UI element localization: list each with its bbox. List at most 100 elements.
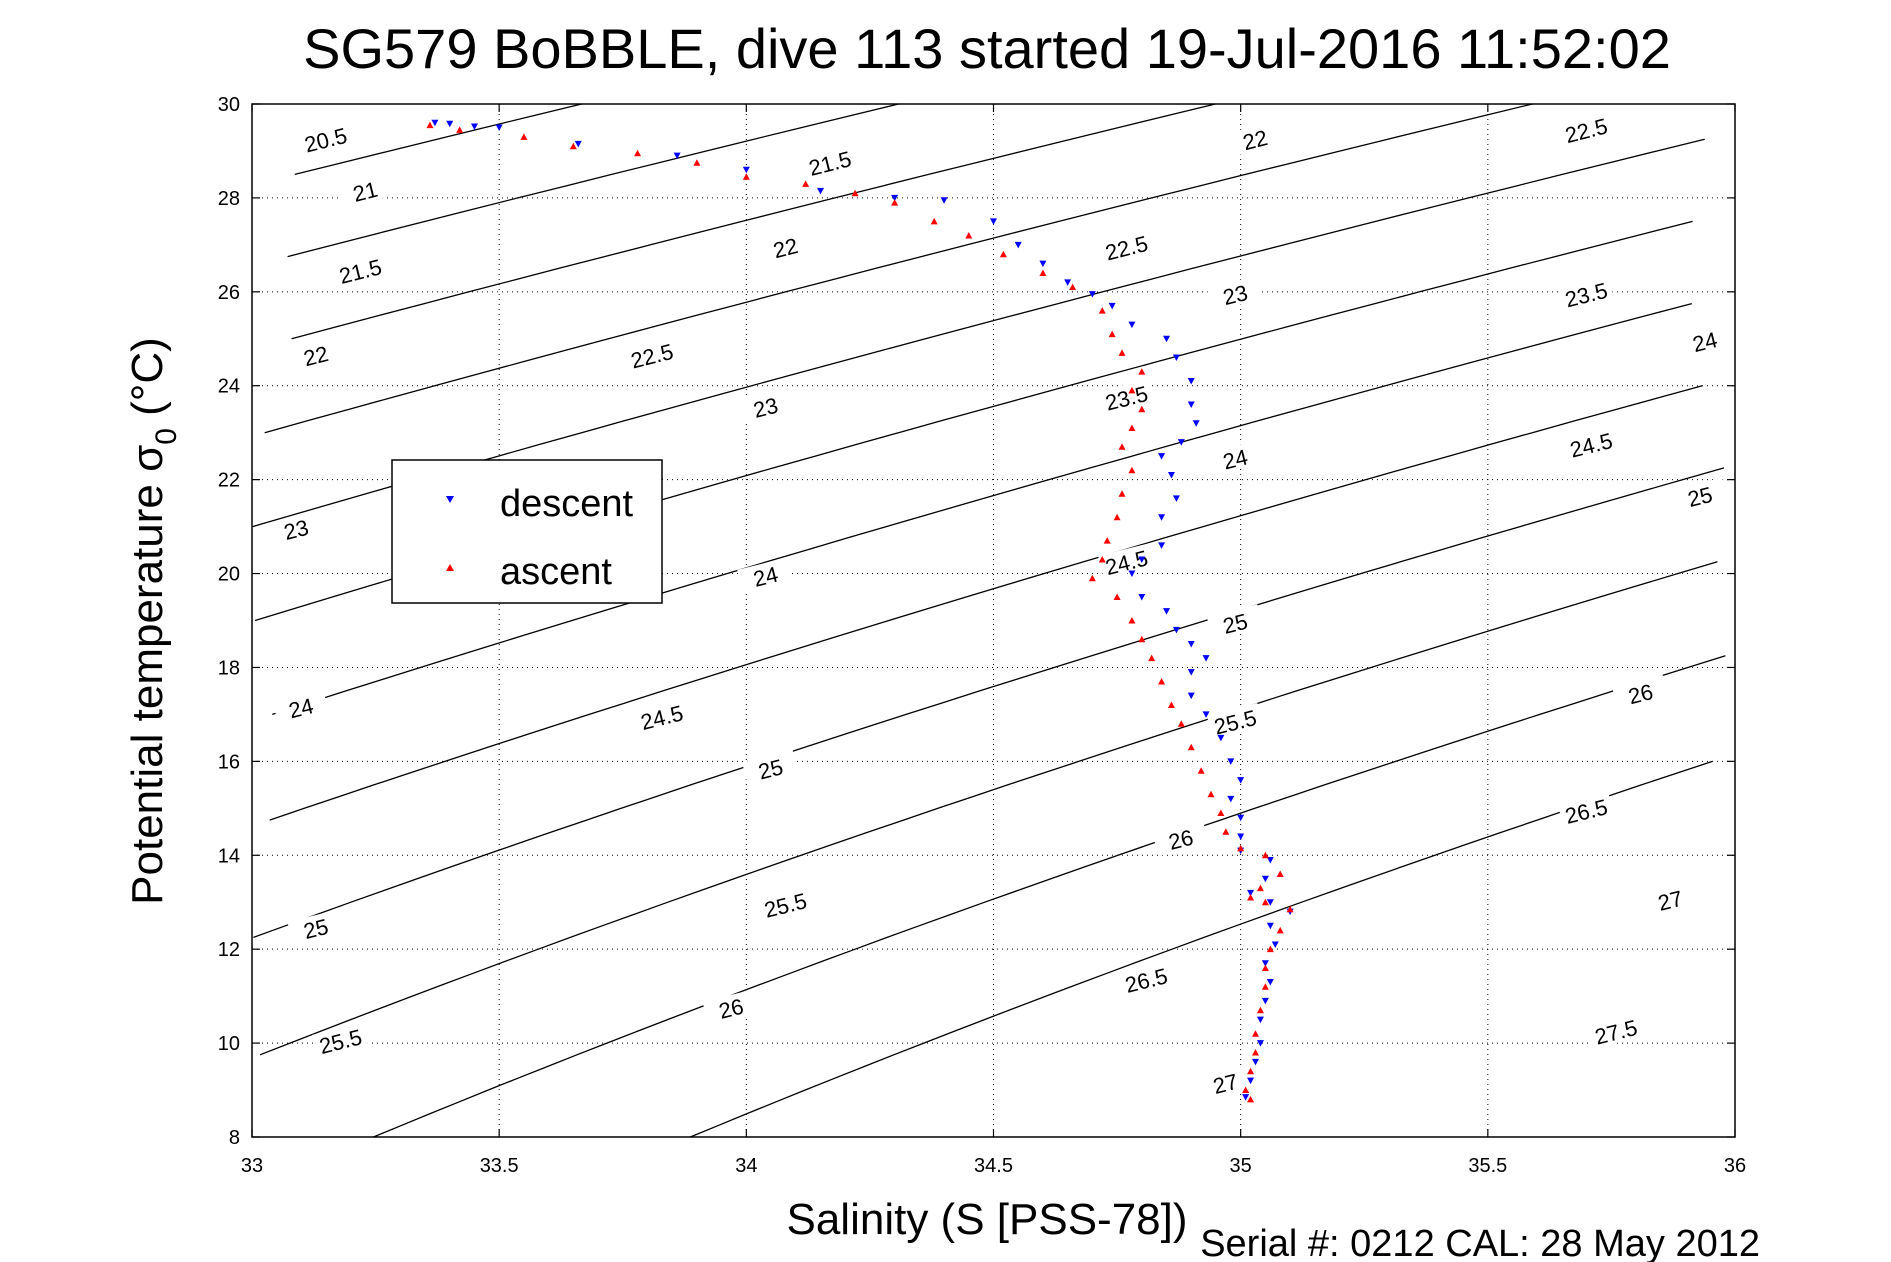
y-tick-label: 18 [218, 657, 240, 679]
descent-point [1266, 856, 1274, 864]
y-axis-label: Potential temperature σ0 (°C) [123, 337, 183, 905]
descent-point [1187, 669, 1195, 676]
grid-lines [252, 104, 1735, 1137]
contour-label-text: 25 [756, 754, 786, 784]
contour-label-background [1098, 378, 1155, 415]
descent-point [940, 197, 948, 204]
descent-point [495, 124, 503, 131]
contour-label-text: 25 [301, 914, 331, 944]
descent-point [1039, 260, 1047, 268]
ascent-point [1118, 490, 1126, 497]
contour-label: 25 [1671, 477, 1728, 514]
contour-label-background [1196, 1064, 1254, 1101]
contour-label: 21.5 [801, 144, 858, 181]
ascent-point [1158, 678, 1166, 685]
contour-label-background [272, 688, 329, 725]
y-tick-label: 26 [218, 282, 240, 304]
descent-point [1167, 471, 1175, 479]
contour-label: 24 [1676, 322, 1733, 359]
descent-point [990, 218, 997, 225]
contour-label-text: 22 [1240, 125, 1270, 155]
descent-point [1202, 711, 1210, 718]
ascent-point [1098, 307, 1106, 314]
descent-point [1251, 1058, 1259, 1066]
contour-label: 24 [1206, 440, 1264, 476]
ascent-point [1266, 945, 1274, 953]
ascent-point [1128, 617, 1136, 624]
contour-label-background [1612, 674, 1669, 711]
contour-label-text: 22 [301, 341, 331, 371]
ascent-point [1217, 809, 1225, 817]
descent-point [1227, 795, 1235, 803]
descent-point [1128, 321, 1136, 329]
contour-label-background [287, 336, 344, 373]
contour-label-background [742, 749, 799, 786]
ascent-point [1069, 283, 1077, 291]
descent-point [1261, 997, 1269, 1005]
isopycnal-line [287, 103, 899, 258]
contour-label: 25 [742, 749, 799, 786]
ascent-point [569, 142, 577, 150]
ascent-point [1128, 424, 1136, 431]
descent-point [1138, 556, 1146, 563]
y-tick-label: 12 [218, 939, 240, 961]
axis-ticks: 33 33.5 34 34.5 35 35.5 36 8 10 12 14 16 18 20 22 24 26 2… [218, 94, 1746, 1177]
y-tick-label: 8 [229, 1127, 240, 1149]
x-tick-label: 34.5 [974, 1155, 1013, 1177]
ascent-point [1251, 1048, 1259, 1056]
descent-point [1237, 814, 1245, 822]
density-contour-labels: 20.52121.52223242525.521.52222.5232424.5… [267, 111, 1733, 1101]
contour-label: 25 [1206, 604, 1264, 641]
ascent-point [1286, 905, 1294, 913]
descent-point [1266, 899, 1274, 906]
contour-label-background [297, 120, 354, 157]
contour-label-background [1098, 543, 1155, 580]
contour-label-background [801, 144, 858, 181]
contour-label-text: 24 [751, 562, 781, 592]
contour-label-background [1562, 425, 1620, 462]
contour-label: 23 [737, 388, 794, 425]
descent-point [742, 166, 750, 174]
contour-label: 27 [1196, 1064, 1254, 1101]
contour-label-background [1557, 792, 1615, 829]
descent-point [1187, 640, 1195, 648]
ascent-point [1039, 269, 1047, 277]
ascent-series [426, 121, 1294, 1103]
contour-label-background [1152, 820, 1209, 857]
chart-title: SG579 BoBBLE, dive 113 started 19-Jul-20… [303, 17, 1671, 80]
serial-calibration-note: Serial #: 0212 CAL: 28 May 2012 [1200, 1223, 1760, 1262]
contour-label-background [1206, 604, 1264, 641]
ascent-point [1103, 537, 1111, 544]
ascent-point [1138, 405, 1146, 413]
contour-label-text: 25 [1685, 482, 1715, 512]
legend-box [391, 459, 663, 604]
contour-label-text: 24 [1220, 444, 1250, 474]
y-axis-label-subscript: 0 [150, 428, 183, 445]
y-tick-label: 28 [218, 188, 240, 210]
descent-point [673, 152, 681, 160]
contour-label-background [737, 388, 794, 425]
descent-point [1187, 692, 1195, 700]
contour-label: 21 [336, 172, 394, 209]
contour-label-text: 24 [1690, 327, 1720, 357]
contour-label: 27 [1641, 881, 1699, 918]
ascent-point [1276, 926, 1284, 934]
x-tick-label: 35.5 [1468, 1155, 1507, 1177]
x-axis-label: Salinity (S [PSS-78]) [786, 1195, 1187, 1244]
ascent-point [1251, 1030, 1259, 1037]
legend: descent ascent [391, 459, 663, 604]
descent-point [1088, 291, 1096, 298]
ascent-point [1197, 767, 1205, 774]
isopycnal-line [269, 385, 1703, 821]
isopycnal-line [272, 302, 1692, 716]
contour-label-background [633, 698, 690, 735]
descent-point [1138, 594, 1146, 601]
y-tick-label: 24 [218, 376, 240, 398]
contour-label: 23 [1206, 275, 1264, 312]
descent-point [891, 194, 899, 202]
ascent-point [891, 199, 899, 206]
contour-label-background [1206, 702, 1264, 739]
descent-point [1192, 420, 1200, 427]
ascent-point [1222, 828, 1230, 835]
